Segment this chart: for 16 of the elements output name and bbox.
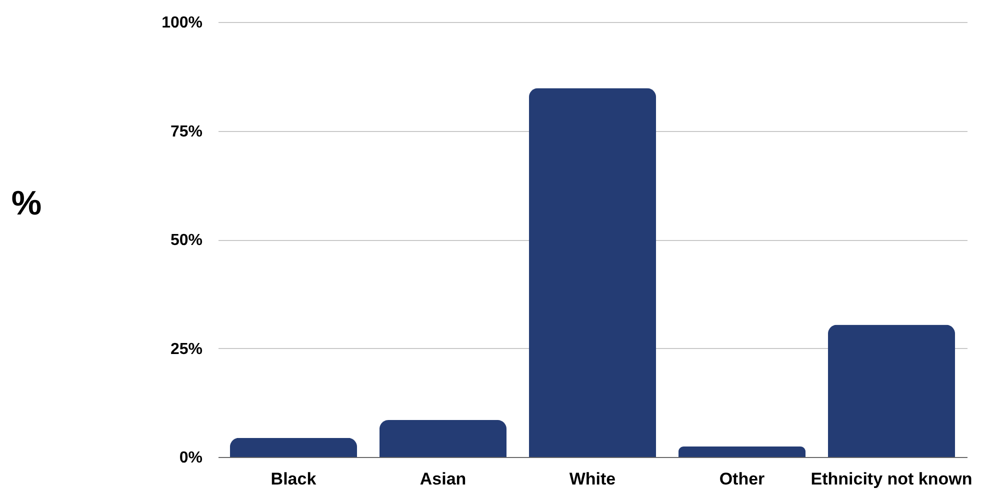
x-tick-label: Other [719, 470, 766, 488]
y-tick-label: 25% [170, 340, 202, 358]
y-tick-label: 0% [179, 450, 202, 466]
bar [528, 88, 656, 457]
bar [230, 438, 358, 457]
x-tick-label: Asian [420, 470, 466, 488]
x-tick-label: Black [270, 470, 317, 488]
x-tick-label: Ethnicity not known [810, 470, 972, 488]
bar [678, 446, 806, 457]
x-tick-label: White [569, 470, 616, 488]
bar [828, 324, 956, 457]
y-tick-label: 100% [162, 14, 202, 32]
y-axis-title: % [11, 184, 42, 222]
y-tick-label: 50% [170, 232, 202, 249]
y-tick-label: 75% [170, 123, 202, 140]
bar [379, 420, 507, 457]
